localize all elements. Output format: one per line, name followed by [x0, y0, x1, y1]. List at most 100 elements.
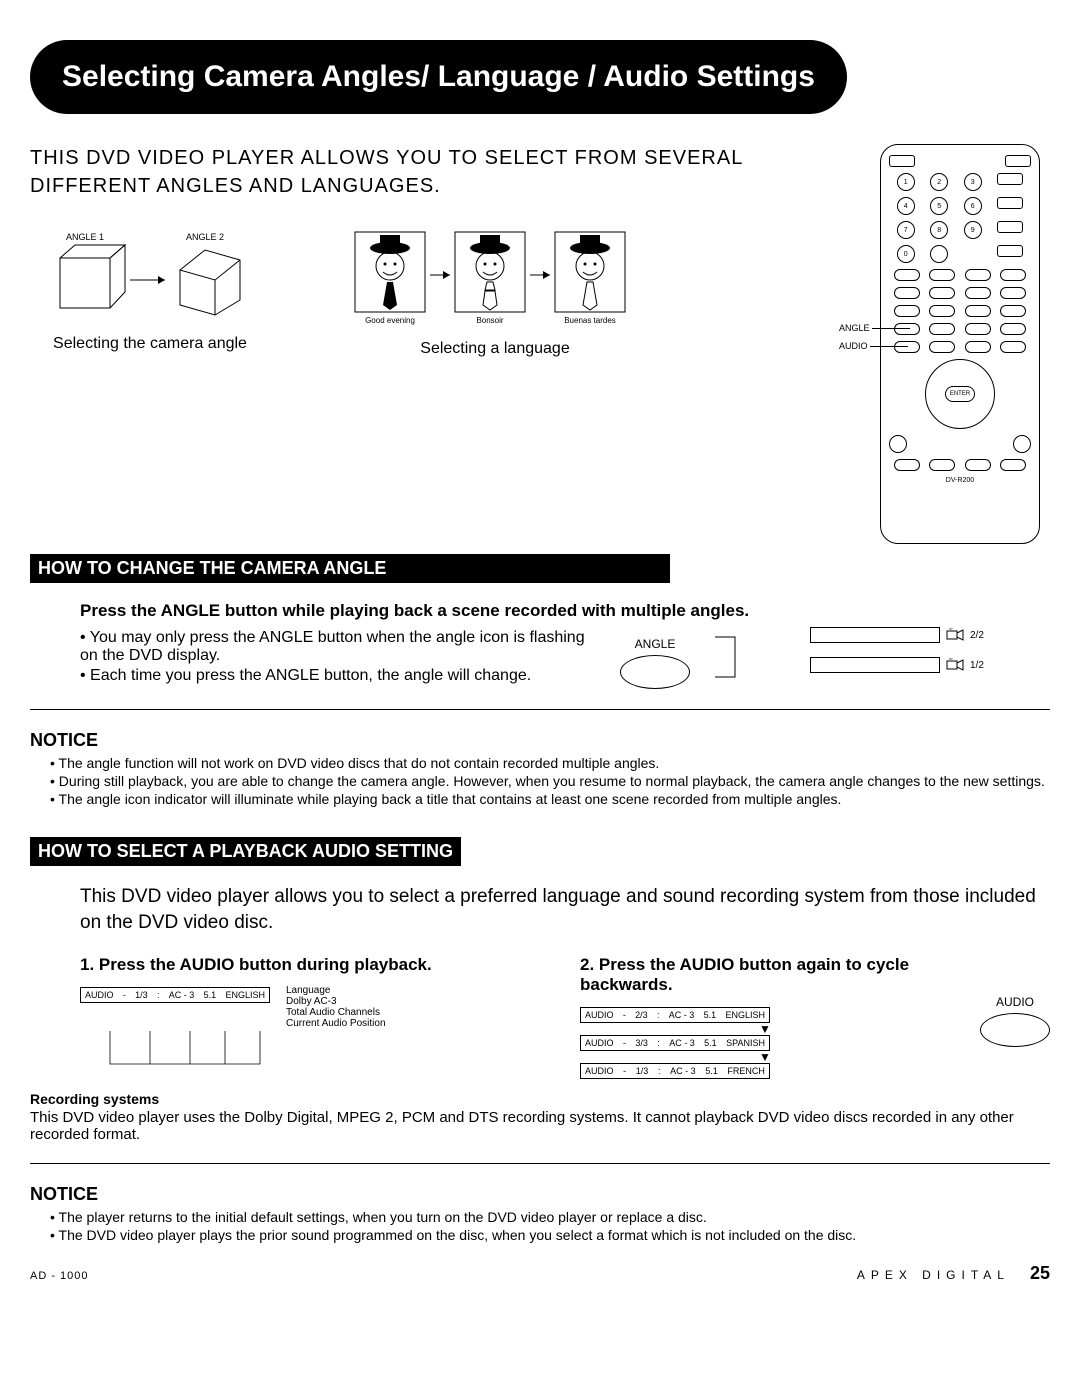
angle-instr-head: Press the ANGLE button while playing bac… — [80, 601, 1050, 621]
notice-1-list: • The angle function will not work on DV… — [50, 755, 1050, 807]
remote-power — [889, 155, 915, 167]
angle-button-oval — [620, 655, 690, 689]
angle-button-diagram: ANGLE — [620, 637, 690, 689]
r-g — [965, 287, 991, 299]
angle-bullet-2: • Each time you press the ANGLE button, … — [80, 667, 600, 685]
num-6: 6 — [964, 197, 982, 215]
num-4: 4 — [897, 197, 915, 215]
divider-2 — [30, 1163, 1050, 1164]
audio-osd-r2: AUDIO-3/3:AC - 35.1SPANISH — [580, 1035, 770, 1051]
recording-head: Recording systems — [30, 1091, 1050, 1107]
recording-body: This DVD video player uses the Dolby Dig… — [30, 1109, 1050, 1143]
audio-osd-left: AUDIO- 1/3: AC - 3 5.1 ENGLISH — [80, 987, 270, 1003]
angle-osd-stack: ∞ 2/2 ∞ 1/2 — [810, 627, 984, 673]
r-s — [894, 459, 920, 471]
num-8: 8 — [930, 221, 948, 239]
recording-block: Recording systems This DVD video player … — [30, 1091, 1050, 1143]
intro-text: THIS DVD VIDEO PLAYER ALLOWS YOU TO SELE… — [30, 144, 860, 200]
nav-enter: ENTER — [945, 386, 975, 402]
footer-model: AD - 1000 — [30, 1270, 89, 1282]
step1-head: 1. Press the AUDIO button during playbac… — [80, 955, 550, 975]
notice-2-list: • The player returns to the initial defa… — [50, 1209, 1050, 1243]
r-d — [1000, 269, 1026, 281]
audio-button-label: AUDIO — [996, 995, 1034, 1009]
notice1-b2: • During still playback, you are able to… — [50, 773, 1050, 789]
r-u — [965, 459, 991, 471]
r-j — [929, 305, 955, 317]
language-svg: Good evening Bonsoir Buenas tardes — [350, 230, 640, 325]
vol-up — [997, 173, 1023, 185]
num-plus10 — [930, 245, 948, 263]
page-number: 25 — [1030, 1263, 1050, 1284]
r-a — [894, 269, 920, 281]
num-7: 7 — [897, 221, 915, 239]
angle-button-label: ANGLE — [635, 637, 676, 651]
page-title: Selecting Camera Angles/ Language / Audi… — [30, 40, 847, 114]
footer-brand: APEX DIGITAL — [857, 1268, 1010, 1282]
figure-angle-caption: Selecting the camera angle — [53, 335, 247, 353]
notice1-b3: • The angle icon indicator will illumina… — [50, 791, 1050, 807]
remote-open — [1005, 155, 1031, 167]
angle-bracket-svg — [710, 627, 770, 687]
notice2-b1: • The player returns to the initial defa… — [50, 1209, 1050, 1225]
r-stop2 — [1013, 435, 1031, 453]
svg-text:∞: ∞ — [949, 658, 953, 662]
man-2 — [455, 232, 525, 312]
remote-pointer-angle: ANGLE — [839, 323, 910, 333]
down-arrow-2: ▼ — [580, 1053, 950, 1061]
man-3 — [555, 232, 625, 312]
r-m — [929, 323, 955, 335]
angle-cubes-svg: ANGLE 1 ANGLE 2 — [30, 230, 270, 320]
angle-instructions: Press the ANGLE button while playing bac… — [80, 601, 1050, 689]
man-1 — [355, 232, 425, 312]
r-o — [1000, 323, 1026, 335]
body-wrap: THIS DVD VIDEO PLAYER ALLOWS YOU TO SELE… — [30, 144, 1050, 544]
r-t — [929, 459, 955, 471]
svg-text:∞: ∞ — [949, 628, 953, 632]
r-k — [965, 305, 991, 317]
manual-page: Selecting Camera Angles/ Language / Audi… — [0, 0, 1080, 1304]
r-v — [1000, 459, 1026, 471]
notice-2-head: NOTICE — [30, 1184, 1050, 1205]
num-9: 9 — [964, 221, 982, 239]
audio-button-diagram: AUDIO — [980, 995, 1050, 1047]
camera-icon: ∞ — [946, 658, 964, 672]
greeting-1: Good evening — [365, 316, 415, 325]
leg-channels: Total Audio Channels — [286, 1007, 386, 1018]
audio-intro: This DVD video player allows you to sele… — [80, 884, 1050, 935]
ch-up — [997, 221, 1023, 233]
audio-button-oval — [980, 1013, 1050, 1047]
r-c — [965, 269, 991, 281]
notice2-b2: • The DVD video player plays the prior s… — [50, 1227, 1050, 1243]
remote-pointer-audio: AUDIO — [839, 341, 908, 351]
audio-step-1: 1. Press the AUDIO button during playbac… — [80, 955, 550, 1074]
angle2-label: ANGLE 2 — [186, 232, 224, 242]
r-f — [929, 287, 955, 299]
greeting-2: Bonsoir — [476, 316, 503, 325]
notice-1-head: NOTICE — [30, 730, 1050, 751]
r-b — [929, 269, 955, 281]
figure-language-caption: Selecting a language — [420, 340, 569, 358]
osd-legend: Language Dolby AC-3 Total Audio Channels… — [276, 985, 386, 1029]
audio-osd-r3: AUDIO-1/3:AC - 35.1FRENCH — [580, 1063, 770, 1079]
audio-step-2: 2. Press the AUDIO button again to cycle… — [580, 955, 1050, 1081]
ch-dn — [997, 245, 1023, 257]
greeting-3: Buenas tardes — [564, 316, 616, 325]
leg-language: Language — [286, 985, 386, 996]
osd-legend-bracket — [80, 1029, 280, 1069]
r-n — [965, 323, 991, 335]
num-3: 3 — [964, 173, 982, 191]
down-arrow-1: ▼ — [580, 1025, 950, 1033]
r-q — [965, 341, 991, 353]
leg-dolby: Dolby AC-3 — [286, 996, 386, 1007]
main-column: THIS DVD VIDEO PLAYER ALLOWS YOU TO SELE… — [30, 144, 860, 544]
page-footer: AD - 1000 APEX DIGITAL 25 — [30, 1263, 1050, 1284]
angle-osd-2: ∞ 1/2 — [810, 657, 984, 673]
angle-row: • You may only press the ANGLE button wh… — [80, 627, 1050, 689]
r-e — [894, 287, 920, 299]
step2-head: 2. Press the AUDIO button again to cycle… — [580, 955, 950, 995]
angle1-label: ANGLE 1 — [66, 232, 104, 242]
leg-position: Current Audio Position — [286, 1018, 386, 1029]
num-5: 5 — [930, 197, 948, 215]
r-i — [894, 305, 920, 317]
